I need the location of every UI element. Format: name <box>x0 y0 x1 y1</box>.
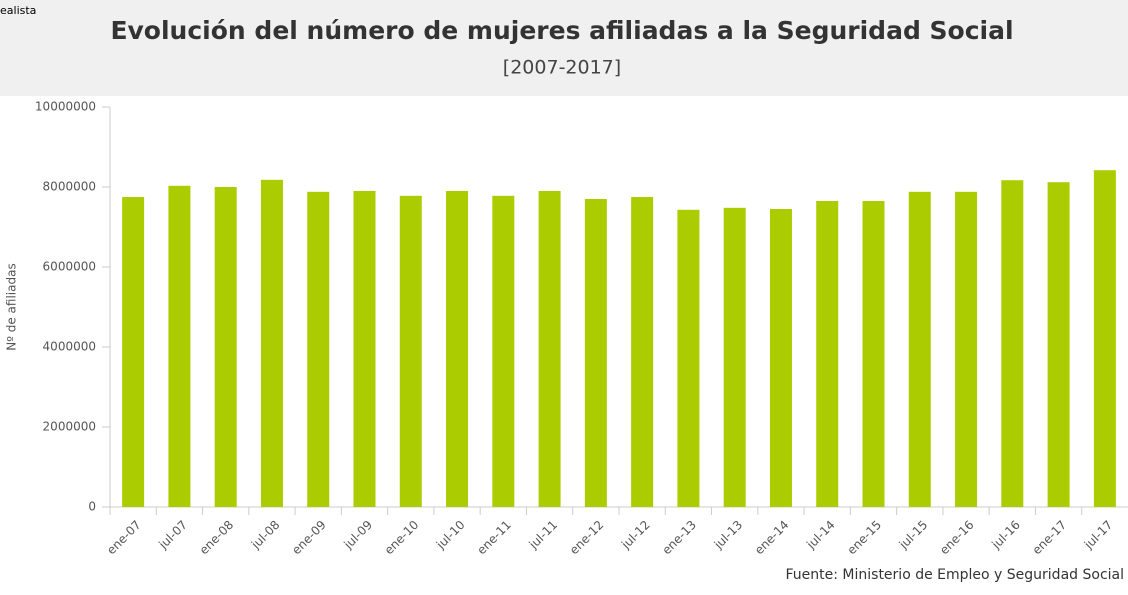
x-tick-label: jul-13 <box>711 518 746 553</box>
chart-subtitle: [2007-2017] <box>503 57 621 79</box>
bar <box>122 197 145 507</box>
bar <box>446 191 469 507</box>
x-tick-label: ene-09 <box>289 518 329 558</box>
bar <box>538 191 561 507</box>
bar <box>1047 182 1070 507</box>
bar <box>399 195 422 508</box>
bar <box>1001 180 1024 507</box>
y-tick-label: 10000000 <box>35 100 96 114</box>
bar <box>816 201 839 507</box>
bar <box>769 209 792 507</box>
bar <box>723 207 746 508</box>
x-tick-label: jul-14 <box>803 518 838 553</box>
header-band <box>0 0 1128 96</box>
x-tick-label: ene-16 <box>937 518 977 558</box>
x-tick-label: jul-17 <box>1081 518 1116 553</box>
x-tick-label: ene-13 <box>659 518 699 558</box>
x-tick-label: ene-17 <box>1030 518 1070 558</box>
x-tick-label: jul-07 <box>155 518 190 553</box>
x-tick-label: jul-16 <box>988 518 1023 553</box>
bar <box>862 201 885 507</box>
bar <box>955 191 978 508</box>
x-tick-label: ene-14 <box>752 518 792 558</box>
bar <box>908 191 931 508</box>
x-tick-label: jul-08 <box>248 518 283 553</box>
x-tick-label: jul-09 <box>341 518 376 553</box>
x-tick-label: jul-12 <box>618 518 653 553</box>
bar <box>677 209 700 508</box>
bar <box>631 197 654 507</box>
bar <box>492 195 515 508</box>
y-tick-label: 8000000 <box>43 180 96 194</box>
x-tick-label: ene-11 <box>474 518 514 558</box>
x-tick-label: jul-11 <box>526 518 561 553</box>
bar <box>260 179 283 508</box>
bar <box>168 185 191 508</box>
bar <box>353 191 376 507</box>
x-tick-label: ene-10 <box>382 518 422 558</box>
y-axis-label: Nº de afiliadas <box>5 263 19 350</box>
bar <box>584 199 607 507</box>
x-tick-label: jul-15 <box>896 518 931 553</box>
bar <box>214 187 237 507</box>
source: Fuente: Ministerio de Empleo y Seguridad… <box>786 567 1125 583</box>
x-tick-label: ene-12 <box>567 518 607 558</box>
chart-title: Evolución del número de mujeres afiliada… <box>110 16 1013 45</box>
x-tick-label: jul-10 <box>433 518 468 553</box>
bar <box>307 191 330 508</box>
y-tick-label: 4000000 <box>43 340 96 354</box>
y-tick-label: 0 <box>88 500 96 514</box>
x-tick-label: ene-08 <box>197 518 237 558</box>
brand: ealista <box>0 4 36 17</box>
x-tick-label: ene-07 <box>104 518 144 558</box>
x-tick-label: ene-15 <box>845 518 885 558</box>
y-tick-label: 2000000 <box>43 420 96 434</box>
bar <box>1093 170 1116 507</box>
y-tick-label: 6000000 <box>43 260 96 274</box>
